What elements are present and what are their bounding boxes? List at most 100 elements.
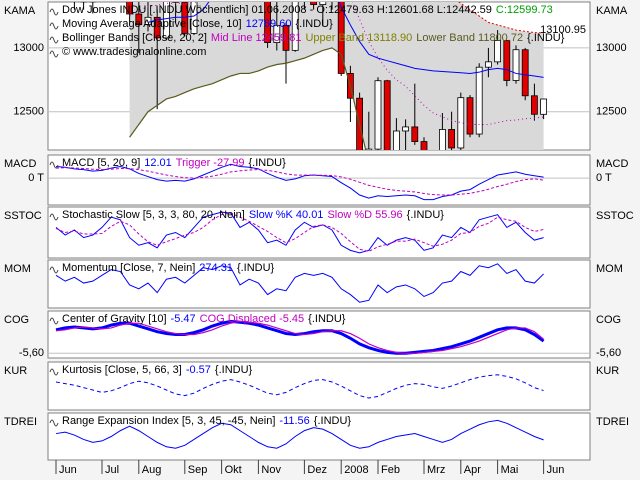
x-tick-label: Sep (188, 464, 208, 476)
panel-label: MACD (596, 158, 628, 170)
candle-body (337, 2, 345, 74)
candle-body (531, 95, 538, 115)
legend-icon (49, 161, 59, 169)
legend-entry: {.INDU} (248, 157, 286, 169)
series-line (55, 163, 544, 201)
y-tick-label: -5,60 (19, 347, 44, 359)
candle-body (144, 16, 152, 26)
plot-area (47, 361, 591, 411)
panel-label: SSTOC (596, 210, 634, 222)
x-tick-label: Jun (547, 464, 565, 476)
series-line (55, 419, 544, 449)
legend-entry: Slow %K 40.01 (249, 209, 324, 221)
legend-entry: COG Displaced -5.45 (200, 313, 305, 325)
legend-entry: 12769.60 (246, 18, 292, 30)
panel-label: MOM (596, 263, 623, 275)
x-tick-label: Dez (307, 464, 327, 476)
candle-body (392, 130, 400, 150)
candle-body (190, 2, 198, 34)
legend-entry: -0.57 (186, 364, 211, 376)
y-tick-label: 13000 (596, 42, 627, 54)
x-tick-label: Nov (261, 464, 281, 476)
plot-group (48, 2, 590, 150)
candle-body (319, 2, 327, 5)
x-tick-label: Mrz (427, 464, 445, 476)
candle-body (448, 129, 456, 149)
legend-text: Center of Gravity [10] -5.47 COG Displaced… (62, 313, 346, 325)
x-tick-label: Okt (225, 464, 242, 476)
legend-icon (49, 50, 59, 58)
legend-text: Range Expansion Index [5, 3, 45, -45, Ne… (62, 415, 351, 427)
legend-entry: {.INDU} (237, 262, 275, 274)
y-tick-label: -5,60 (596, 347, 621, 359)
legend-text: Dow Jones INDU [.INDU Wöchentlich] 01.06… (62, 4, 553, 16)
band-fill (129, 2, 544, 150)
legend-text: MACD [5, 20, 9] 12.01 Trigger -27.99 {.INDU… (62, 157, 286, 169)
panel-label: KUR (4, 365, 27, 377)
candle-body (264, 2, 272, 43)
candle-body (457, 97, 465, 149)
candle-body (484, 61, 492, 68)
x-tick-label: Jul (105, 464, 119, 476)
legend-entry: 274.31 (199, 262, 233, 274)
candle-body (402, 126, 410, 132)
legend-icon (49, 419, 59, 427)
legend-entry: Dow Jones INDU [.INDU Wöchentlich] 01.06… (62, 4, 492, 16)
plot-area (47, 154, 591, 206)
plot-group (55, 374, 544, 399)
plot-area (47, 259, 591, 309)
plot-area (47, 310, 591, 359)
series-line (147, 2, 544, 78)
panel-label: KAMA (596, 5, 628, 17)
candle-body (411, 126, 419, 142)
y-tick-label: 0 T (28, 172, 44, 184)
plot-group (55, 263, 544, 303)
legend-text: Bollinger Bands [Close, 20, 2] Mid Line 1… (62, 32, 565, 44)
y-tick-label: 12500 (13, 106, 44, 118)
legend-entry: Trigger -27.99 (176, 157, 245, 169)
legend-entry: Momentum [Close, 7, Nein] (62, 262, 195, 274)
candle-body (273, 24, 281, 43)
legend-entry: {.INDU} (308, 313, 346, 325)
legend-entry: Range Expansion Index [5, 3, 45, -45, Ne… (62, 415, 275, 427)
series-line (129, 47, 367, 150)
candle-body (310, 2, 318, 5)
legend-entry: Mid Line 12459.81 (211, 32, 302, 44)
candle-body (383, 80, 391, 150)
legend-icon (49, 266, 59, 274)
x-tick-label: Apr (464, 464, 481, 476)
legend-entry: Slow %D 55.96 (327, 209, 402, 221)
panel-label: SSTOC (4, 210, 42, 222)
candle-body (466, 97, 474, 135)
legend-entry: Lower Band 11800.72 (416, 32, 523, 44)
x-tick-label: Aug (142, 464, 162, 476)
series-line (129, 2, 544, 125)
x-tick-label: Mai (501, 464, 519, 476)
candle-body (503, 40, 511, 81)
candle-body (494, 40, 502, 63)
panel-label: COG (596, 314, 621, 326)
legend-entry: {.INDU} (407, 209, 445, 221)
candle-body (374, 80, 382, 150)
legend-text: Stochastic Slow [5, 3, 3, 80, 20, Nein] S… (62, 209, 444, 221)
panel-label: TDREI (596, 416, 629, 428)
legend-entry: Center of Gravity [10] (62, 313, 167, 325)
y-tick-label: 0 T (596, 172, 612, 184)
candle-body (126, 2, 133, 15)
x-tick-label: Jun (59, 464, 77, 476)
panel-label: MACD (4, 158, 36, 170)
series-line (55, 320, 544, 354)
legend-entry: -5.47 (171, 313, 196, 325)
legend-text: Moving Average Adaptive [Close, 10] 12769… (62, 18, 333, 30)
legend-entry: C:12599.73 (496, 4, 553, 16)
legend-entry: Stochastic Slow [5, 3, 3, 80, 20, Nein] (62, 209, 245, 221)
candle-body (540, 98, 547, 115)
candle-body (282, 24, 290, 51)
legend-text: Momentum [Close, 7, Nein] 274.31 {.INDU} (62, 262, 275, 274)
y-tick-label: 13000 (13, 42, 44, 54)
legend-icon (49, 8, 59, 16)
series-line (55, 263, 544, 303)
panel-label: TDREI (4, 416, 37, 428)
panel-label: COG (4, 314, 29, 326)
